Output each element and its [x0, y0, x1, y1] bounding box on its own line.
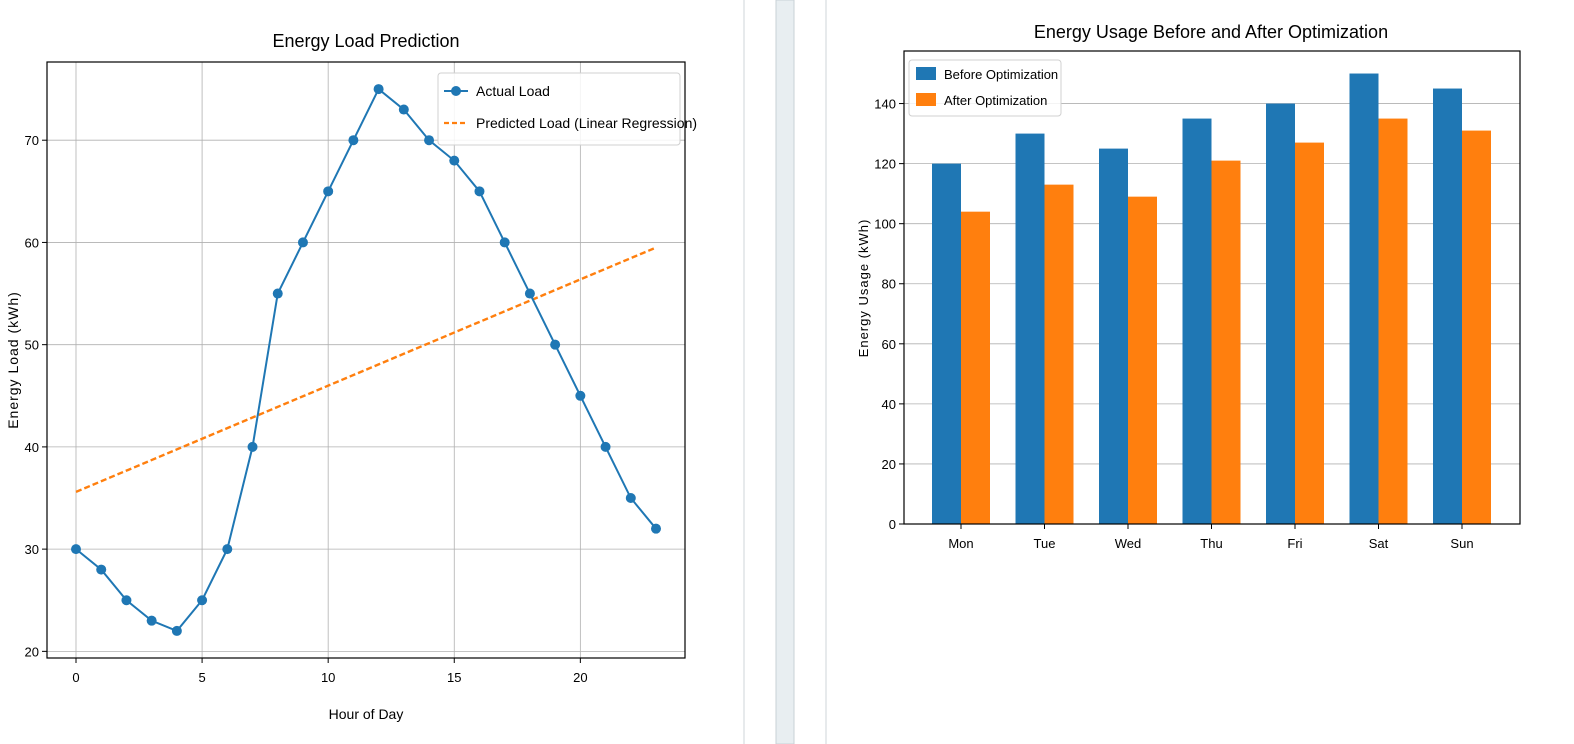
- actual-load-point: [71, 544, 81, 555]
- actual-load-point: [222, 544, 233, 555]
- actual-load-point: [146, 615, 157, 626]
- y-tick-label: 60: [882, 337, 896, 352]
- bar-after: [1128, 196, 1157, 524]
- line-chart-legend: Actual Load Predicted Load (Linear Regre…: [437, 72, 697, 146]
- actual-load-point: [323, 186, 334, 197]
- y-tick-label: 50: [25, 338, 39, 353]
- legend-actual-label: Actual Load: [476, 83, 550, 99]
- actual-load-point: [575, 390, 586, 401]
- x-tick-label: 20: [573, 670, 587, 685]
- divider-panel: [775, 0, 795, 744]
- bar-before: [1099, 148, 1128, 524]
- line-chart-xlabel: Hour of Day: [329, 706, 404, 722]
- y-tick-label: 80: [882, 277, 896, 292]
- line-chart-series: [71, 84, 661, 636]
- legend-actual-marker: [451, 86, 461, 96]
- actual-load-point: [398, 104, 409, 115]
- bar-before: [932, 163, 961, 524]
- legend-predicted-label: Predicted Load (Linear Regression): [476, 115, 697, 131]
- bar-chart-title: Energy Usage Before and After Optimizati…: [1034, 22, 1388, 42]
- x-tick-label: Sun: [1450, 536, 1473, 551]
- bar-before: [1433, 88, 1462, 525]
- x-tick-label: Tue: [1034, 536, 1056, 551]
- legend-after-label: After Optimization: [944, 93, 1047, 108]
- line-chart-title: Energy Load Prediction: [272, 31, 459, 51]
- actual-load-point: [651, 523, 661, 534]
- actual-load-point: [348, 135, 359, 146]
- actual-load-point: [424, 135, 435, 146]
- line-chart-plot-frame: [46, 61, 686, 659]
- line-chart-grid: [47, 62, 685, 658]
- bar-after: [1211, 160, 1241, 524]
- bar-after: [961, 211, 990, 524]
- bar-after: [1462, 130, 1491, 525]
- x-tick-label: 10: [321, 670, 335, 685]
- bar-chart-ylabel: Energy Usage (kWh): [856, 219, 871, 358]
- actual-load-point: [550, 339, 561, 350]
- y-tick-label: 0: [889, 517, 896, 532]
- actual-load-point: [197, 595, 208, 606]
- line-chart-legend-box: [437, 72, 681, 146]
- actual-load-point: [171, 625, 182, 636]
- x-tick-label: Wed: [1115, 536, 1142, 551]
- actual-load-point: [600, 441, 611, 452]
- line-chart: 0 5 10 15 20 20 30 40 50 60 70 Energy Load Predict…: [5, 31, 697, 722]
- bar-before: [1349, 73, 1379, 525]
- bar-after: [1378, 118, 1408, 525]
- actual-load-point: [499, 237, 510, 248]
- y-tick-label: 100: [874, 217, 896, 232]
- y-tick-label: 40: [882, 397, 896, 412]
- actual-load-point: [449, 155, 460, 166]
- y-tick-label: 40: [25, 440, 39, 455]
- x-tick-label: 0: [72, 670, 79, 685]
- bar-after: [1295, 142, 1324, 524]
- actual-load-line: [75, 87, 657, 633]
- bar-before: [1182, 118, 1212, 525]
- y-tick-label: 120: [874, 157, 896, 172]
- actual-load-point: [121, 595, 132, 606]
- bar-chart-ticks: 0 20 40 60 80 100 120 140 Mon Tue Wed Thu Fri Sat Sun: [874, 97, 1473, 551]
- line-chart-ylabel: Energy Load (kWh): [5, 291, 21, 429]
- actual-load-point: [297, 237, 308, 248]
- legend-before-swatch: [916, 67, 936, 80]
- legend-before-label: Before Optimization: [944, 67, 1058, 82]
- bar-after: [1044, 184, 1074, 524]
- y-tick-label: 30: [25, 542, 39, 557]
- bar-chart-legend-box: [908, 59, 1062, 117]
- bar-chart-bars: [932, 73, 1491, 525]
- actual-load-point: [272, 288, 283, 299]
- y-tick-label: 140: [874, 97, 896, 112]
- y-tick-label: 70: [25, 133, 39, 148]
- y-tick-label: 60: [25, 235, 39, 250]
- y-tick-label: 20: [882, 457, 896, 472]
- x-tick-label: Sat: [1369, 536, 1389, 551]
- x-tick-label: Fri: [1287, 536, 1302, 551]
- actual-load-point: [625, 493, 636, 504]
- actual-load-point: [96, 564, 107, 575]
- y-tick-label: 20: [25, 644, 39, 659]
- bar-chart-legend: Before Optimization After Optimization: [908, 59, 1062, 117]
- x-tick-label: Mon: [948, 536, 973, 551]
- actual-load-point: [373, 84, 384, 95]
- bar-before: [1266, 103, 1295, 525]
- legend-after-swatch: [916, 93, 936, 106]
- actual-load-point: [524, 288, 535, 299]
- x-tick-label: Thu: [1200, 536, 1222, 551]
- x-tick-label: 15: [447, 670, 461, 685]
- actual-load-point: [474, 186, 485, 197]
- predicted-load-line: [75, 246, 657, 493]
- actual-load-point: [247, 441, 258, 452]
- x-tick-label: 5: [198, 670, 205, 685]
- line-chart-ticks: 0 5 10 15 20 20 30 40 50 60 70: [25, 133, 588, 685]
- bar-before: [1015, 133, 1045, 525]
